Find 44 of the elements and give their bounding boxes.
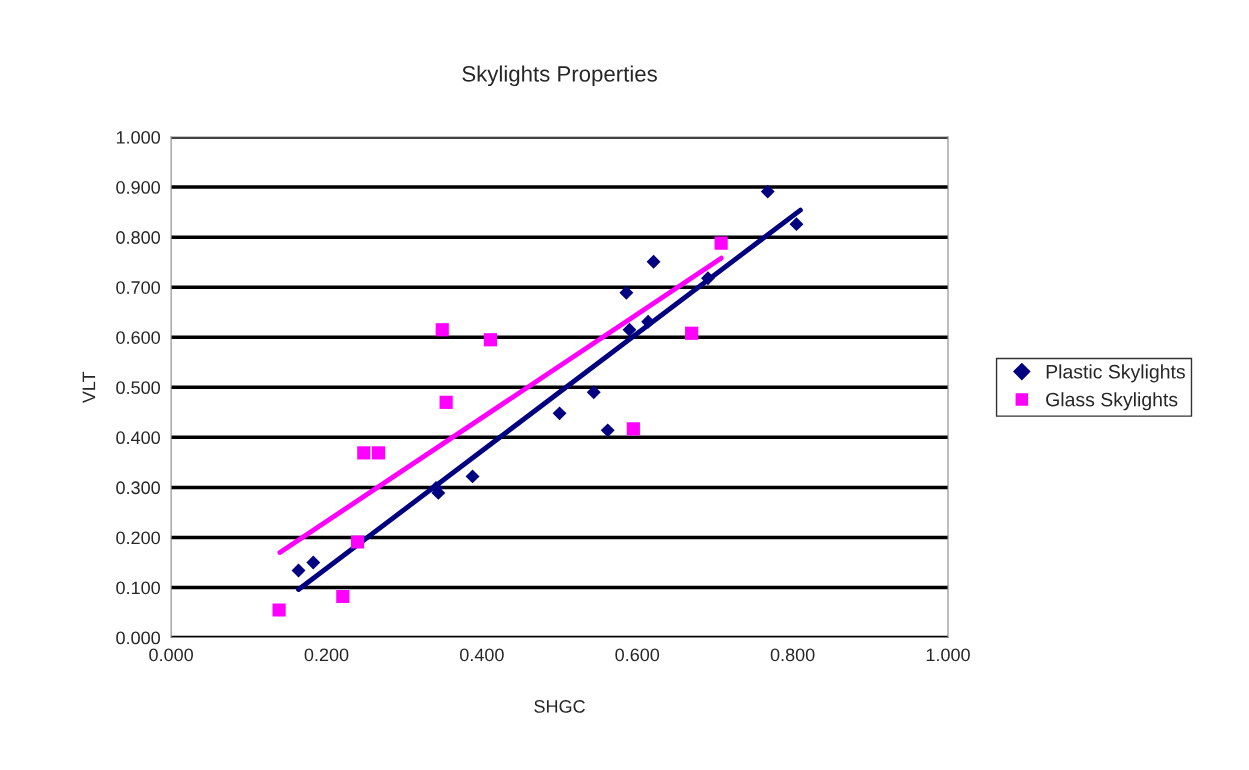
point	[272, 603, 286, 617]
point	[586, 385, 601, 400]
y-tick-label: 0.500	[116, 381, 160, 395]
point	[646, 254, 661, 269]
legend-label: Glass Skylights	[1046, 392, 1178, 411]
point	[626, 422, 640, 436]
y-tick-label: 0.100	[116, 581, 160, 595]
point	[600, 423, 615, 438]
point	[619, 285, 634, 300]
y-tick-label: 0.600	[116, 331, 160, 344]
y-tick-label: 0.900	[116, 181, 160, 194]
y-tick-label: 0.200	[116, 531, 160, 545]
x-tick-label: 0.400	[459, 648, 504, 662]
point	[439, 395, 453, 409]
point	[685, 326, 699, 340]
point	[622, 322, 637, 337]
point	[760, 184, 775, 199]
x-tick-label: 0.800	[770, 648, 815, 662]
point	[714, 236, 728, 250]
point	[465, 469, 480, 484]
y-tick-label: 0.700	[116, 281, 160, 294]
x-tick-label: 1.000	[926, 648, 970, 662]
point	[350, 535, 365, 549]
point	[336, 589, 350, 604]
chart-title: Skylights Properties	[462, 65, 657, 87]
point	[435, 323, 449, 337]
point	[552, 406, 567, 421]
y-tick-label: 0.300	[116, 481, 160, 495]
y-tick-label: 1.000	[116, 130, 160, 144]
point	[357, 446, 371, 460]
x-axis-title: SHGC	[534, 700, 585, 713]
y-tick-label: 0.000	[116, 631, 160, 645]
point	[789, 217, 804, 232]
point	[700, 271, 715, 286]
y-axis-title: VLT	[82, 371, 96, 404]
point	[483, 333, 497, 347]
y-tick-label: 0.800	[116, 231, 160, 244]
legend-label: Plastic Skylights	[1046, 364, 1185, 383]
x-tick-label: 0.000	[149, 648, 193, 662]
x-tick-label: 0.600	[615, 648, 660, 662]
x-tick-label: 0.200	[304, 648, 349, 662]
y-tick-label: 0.400	[116, 431, 160, 445]
point	[371, 446, 386, 460]
point	[306, 555, 321, 570]
